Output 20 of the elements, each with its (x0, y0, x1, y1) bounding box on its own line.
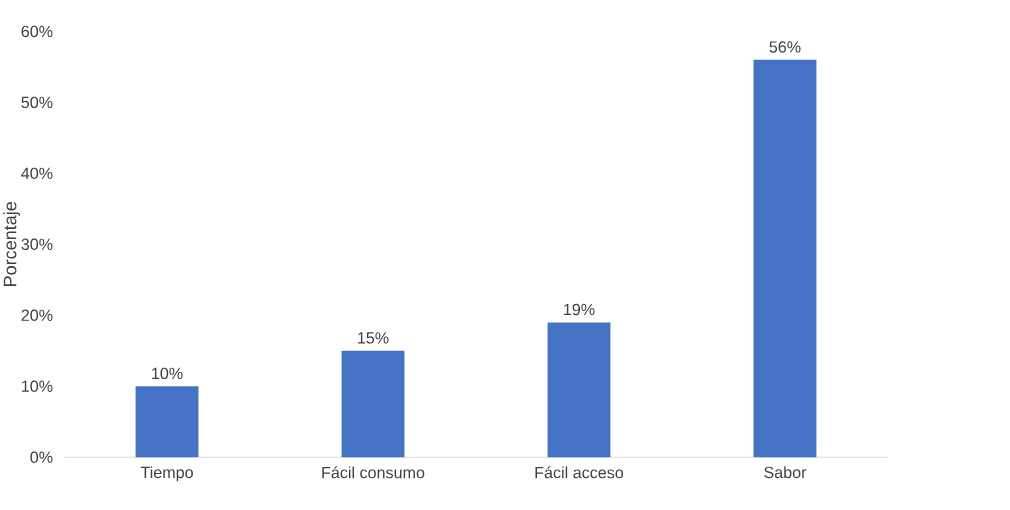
bar (753, 60, 817, 458)
x-tick-label: Tiempo (140, 466, 193, 482)
bar (341, 350, 405, 458)
y-tick-label: 60% (21, 25, 53, 38)
y-axis-title: Porcentaje (3, 202, 20, 287)
data-label: 56% (769, 41, 801, 53)
x-tick-label: Sabor (764, 466, 807, 479)
x-tick-label: Fácil consumo (322, 466, 425, 479)
y-tick-label: 10% (22, 380, 53, 393)
y-tick-label: 0% (30, 451, 53, 464)
bar (135, 386, 199, 458)
y-tick-label: 30% (21, 238, 53, 251)
data-label: 15% (358, 332, 389, 344)
y-tick-label: 40% (21, 167, 53, 180)
x-tick-label: Fácil acceso (535, 466, 624, 479)
y-tick-label: 20% (21, 309, 53, 322)
data-label: 10% (152, 367, 183, 380)
data-label: 19% (564, 303, 595, 316)
y-tick-label: 50% (21, 96, 53, 109)
bar (547, 322, 611, 458)
